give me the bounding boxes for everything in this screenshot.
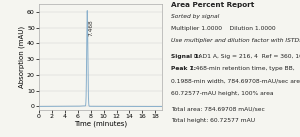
Text: Area Percent Report: Area Percent Report [171,2,254,8]
Text: 60.72577-mAU height, 100% area: 60.72577-mAU height, 100% area [171,91,273,96]
Text: Signal 1:: Signal 1: [171,54,200,59]
Text: 0.1988-min width, 784.69708-mAU/sec area: 0.1988-min width, 784.69708-mAU/sec area [171,78,300,83]
Y-axis label: Absorption (mAU): Absorption (mAU) [18,26,25,88]
Text: 7.468-min retention time, type BB,: 7.468-min retention time, type BB, [188,66,295,71]
Text: Multiplier 1.0000    Dilution 1.0000: Multiplier 1.0000 Dilution 1.0000 [171,26,275,31]
Text: Total area: 784.69708 mAU/sec: Total area: 784.69708 mAU/sec [171,106,265,111]
Text: DAD1 A, Sig = 216, 4  Ref = 360, 100: DAD1 A, Sig = 216, 4 Ref = 360, 100 [192,54,300,59]
Text: Total height: 60.72577 mAU: Total height: 60.72577 mAU [171,119,255,123]
Text: Use multiplier and dilution factor with ISTDs.: Use multiplier and dilution factor with … [171,38,300,43]
X-axis label: Time (minutes): Time (minutes) [74,121,127,127]
Text: Sorted by signal: Sorted by signal [171,14,219,19]
Text: Peak 1:: Peak 1: [171,66,196,71]
Text: 7.468: 7.468 [88,20,93,36]
